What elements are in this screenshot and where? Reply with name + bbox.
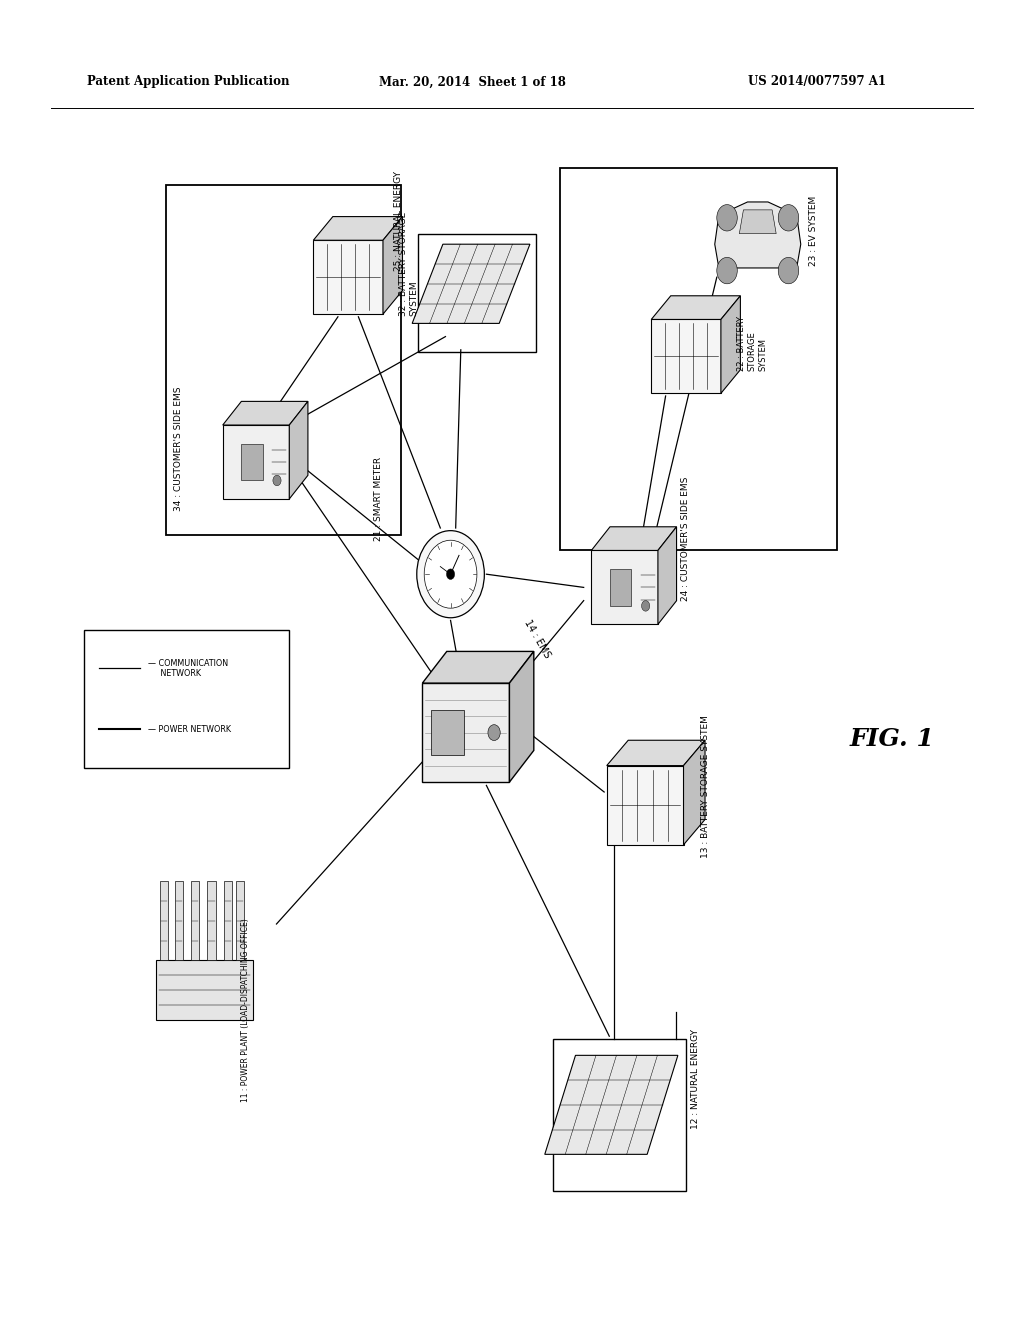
Bar — [418, 234, 536, 352]
Text: 11 : POWER PLANT (LOAD-DISPATCHING OFFICE): 11 : POWER PLANT (LOAD-DISPATCHING OFFIC… — [241, 919, 250, 1102]
Polygon shape — [191, 882, 200, 961]
Polygon shape — [174, 882, 183, 961]
Polygon shape — [412, 244, 530, 323]
Text: 21 : SMART METER: 21 : SMART METER — [374, 457, 383, 541]
Polygon shape — [224, 882, 232, 961]
Polygon shape — [223, 401, 308, 425]
Text: 25 : NATURAL ENERGY: 25 : NATURAL ENERGY — [394, 170, 403, 271]
Text: US 2014/0077597 A1: US 2014/0077597 A1 — [748, 75, 886, 88]
Polygon shape — [313, 216, 402, 240]
Polygon shape — [721, 296, 740, 393]
Text: 24 : CUSTOMER'S SIDE EMS: 24 : CUSTOMER'S SIDE EMS — [681, 477, 690, 601]
Polygon shape — [545, 1056, 678, 1154]
Polygon shape — [684, 741, 705, 845]
Text: 22 : BATTERY
STORAGE
SYSTEM: 22 : BATTERY STORAGE SYSTEM — [737, 315, 767, 371]
Polygon shape — [423, 684, 510, 781]
Circle shape — [778, 205, 799, 231]
Polygon shape — [313, 240, 383, 314]
Circle shape — [717, 205, 737, 231]
Polygon shape — [651, 296, 740, 319]
Polygon shape — [606, 741, 705, 766]
Polygon shape — [223, 425, 289, 499]
Circle shape — [641, 601, 650, 611]
Bar — [166, 185, 401, 535]
Polygon shape — [606, 766, 684, 845]
Text: 13 : BATTERY STORAGE SYSTEM: 13 : BATTERY STORAGE SYSTEM — [701, 715, 711, 858]
Polygon shape — [592, 550, 657, 624]
Circle shape — [446, 569, 455, 579]
Circle shape — [272, 475, 281, 486]
Polygon shape — [207, 882, 216, 961]
Polygon shape — [237, 882, 245, 961]
Text: Patent Application Publication: Patent Application Publication — [87, 75, 290, 88]
Text: 14 : EMS: 14 : EMS — [522, 618, 552, 660]
Polygon shape — [657, 527, 677, 624]
Bar — [84, 630, 289, 768]
Circle shape — [487, 725, 500, 741]
Polygon shape — [241, 444, 263, 480]
Polygon shape — [161, 882, 169, 961]
Bar — [553, 1039, 686, 1191]
Polygon shape — [739, 210, 776, 234]
Circle shape — [717, 257, 737, 284]
Circle shape — [778, 257, 799, 284]
Polygon shape — [157, 961, 254, 1019]
Text: — COMMUNICATION
     NETWORK: — COMMUNICATION NETWORK — [148, 659, 228, 678]
Polygon shape — [592, 527, 677, 550]
Polygon shape — [423, 652, 534, 684]
Text: FIG. 1: FIG. 1 — [850, 727, 935, 751]
Polygon shape — [651, 319, 721, 393]
Text: — POWER NETWORK: — POWER NETWORK — [148, 725, 231, 734]
Polygon shape — [383, 216, 402, 314]
Polygon shape — [609, 569, 632, 606]
Polygon shape — [510, 652, 534, 781]
Text: 23 : EV SYSTEM: 23 : EV SYSTEM — [809, 195, 818, 267]
Circle shape — [417, 531, 484, 618]
Polygon shape — [715, 202, 801, 268]
Text: 12 : NATURAL ENERGY: 12 : NATURAL ENERGY — [691, 1028, 700, 1129]
Text: 34 : CUSTOMER'S SIDE EMS: 34 : CUSTOMER'S SIDE EMS — [174, 387, 183, 511]
Text: 32 : BATTERY STORAGE
SYSTEM: 32 : BATTERY STORAGE SYSTEM — [399, 213, 419, 315]
Polygon shape — [431, 710, 464, 755]
Bar — [560, 168, 837, 550]
Polygon shape — [289, 401, 308, 499]
Circle shape — [424, 540, 477, 609]
Text: Mar. 20, 2014  Sheet 1 of 18: Mar. 20, 2014 Sheet 1 of 18 — [379, 75, 565, 88]
